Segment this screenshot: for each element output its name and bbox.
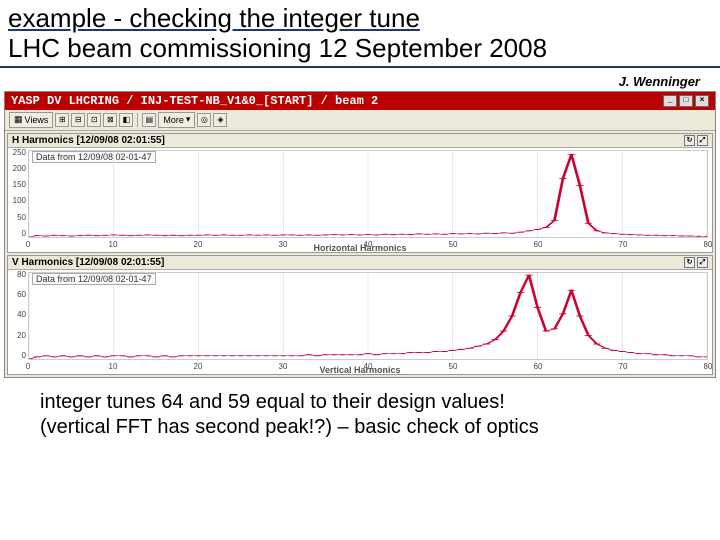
chart-horizontal: Data from 12/09/08 02-01-47 250200150100… [8, 148, 712, 252]
chart-vertical: Data from 12/09/08 02-01-47 806040200 01… [8, 270, 712, 374]
attribution: J. Wenninger [0, 68, 720, 91]
plot-v [28, 272, 708, 360]
plot-h-svg [29, 151, 707, 237]
title-line-2: LHC beam commissioning 12 September 2008 [8, 34, 712, 64]
x-axis-title-v: Vertical Harmonics [319, 365, 400, 375]
app-window: YASP DV LHCRING / INJ-TEST-NB_V1&0_[STAR… [4, 91, 716, 378]
tb-icon-2[interactable]: ⊟ [71, 113, 85, 127]
app-titlebar: YASP DV LHCRING / INJ-TEST-NB_V1&0_[STAR… [5, 92, 715, 110]
panel-h-header: H Harmonics [12/09/08 02:01:55] ↻ ⤢ [8, 134, 712, 148]
panel-horizontal: H Harmonics [12/09/08 02:01:55] ↻ ⤢ Data… [7, 133, 713, 253]
x-axis-title-h: Horizontal Harmonics [313, 243, 406, 253]
maximize-button[interactable]: □ [679, 95, 693, 107]
panel-vertical: V Harmonics [12/09/08 02:01:55] ↻ ⤢ Data… [7, 255, 713, 375]
panel-v-title: V Harmonics [12/09/08 02:01:55] [12, 257, 164, 268]
footer-line-2: (vertical FFT has second peak!?) – basic… [40, 415, 696, 440]
views-label: Views [25, 115, 49, 125]
footer-line-1: integer tunes 64 and 59 equal to their d… [40, 390, 696, 415]
panel-h-controls: ↻ ⤢ [684, 135, 708, 146]
panel-h-title: H Harmonics [12/09/08 02:01:55] [12, 135, 165, 146]
panel-h-refresh-icon[interactable]: ↻ [684, 135, 695, 146]
title-block: example - checking the integer tune LHC … [0, 0, 720, 68]
toolbar: ▦ Views ⊞ ⊟ ⊡ ⊠ ◧ ▤ More ▾ ◎ ◈ [5, 110, 715, 131]
views-button[interactable]: ▦ Views [9, 112, 53, 128]
more-label: More [163, 115, 184, 125]
app-title-text: YASP DV LHCRING / INJ-TEST-NB_V1&0_[STAR… [11, 94, 378, 108]
plot-v-svg [29, 273, 707, 359]
panel-v-header: V Harmonics [12/09/08 02:01:55] ↻ ⤢ [8, 256, 712, 270]
toolbar-separator [137, 113, 138, 127]
title-line-1: example - checking the integer tune [8, 4, 712, 34]
panel-h-expand-icon[interactable]: ⤢ [697, 135, 708, 146]
y-ticks-h: 250200150100500 [8, 148, 28, 238]
slide: example - checking the integer tune LHC … [0, 0, 720, 540]
tb-icon-3[interactable]: ⊡ [87, 113, 101, 127]
window-controls: _ □ × [663, 95, 709, 107]
tb-icon-7[interactable]: ◎ [197, 113, 211, 127]
panel-v-refresh-icon[interactable]: ↻ [684, 257, 695, 268]
tb-icon-1[interactable]: ⊞ [55, 113, 69, 127]
tb-icon-5[interactable]: ◧ [119, 113, 133, 127]
close-button[interactable]: × [695, 95, 709, 107]
y-ticks-v: 806040200 [8, 270, 28, 360]
minimize-button[interactable]: _ [663, 95, 677, 107]
panel-v-expand-icon[interactable]: ⤢ [697, 257, 708, 268]
footer-text: integer tunes 64 and 59 equal to their d… [0, 378, 720, 440]
tb-icon-6[interactable]: ▤ [142, 113, 156, 127]
more-button[interactable]: More ▾ [158, 112, 195, 128]
panel-v-controls: ↻ ⤢ [684, 257, 708, 268]
tb-icon-4[interactable]: ⊠ [103, 113, 117, 127]
plot-h [28, 150, 708, 238]
tb-icon-8[interactable]: ◈ [213, 113, 227, 127]
